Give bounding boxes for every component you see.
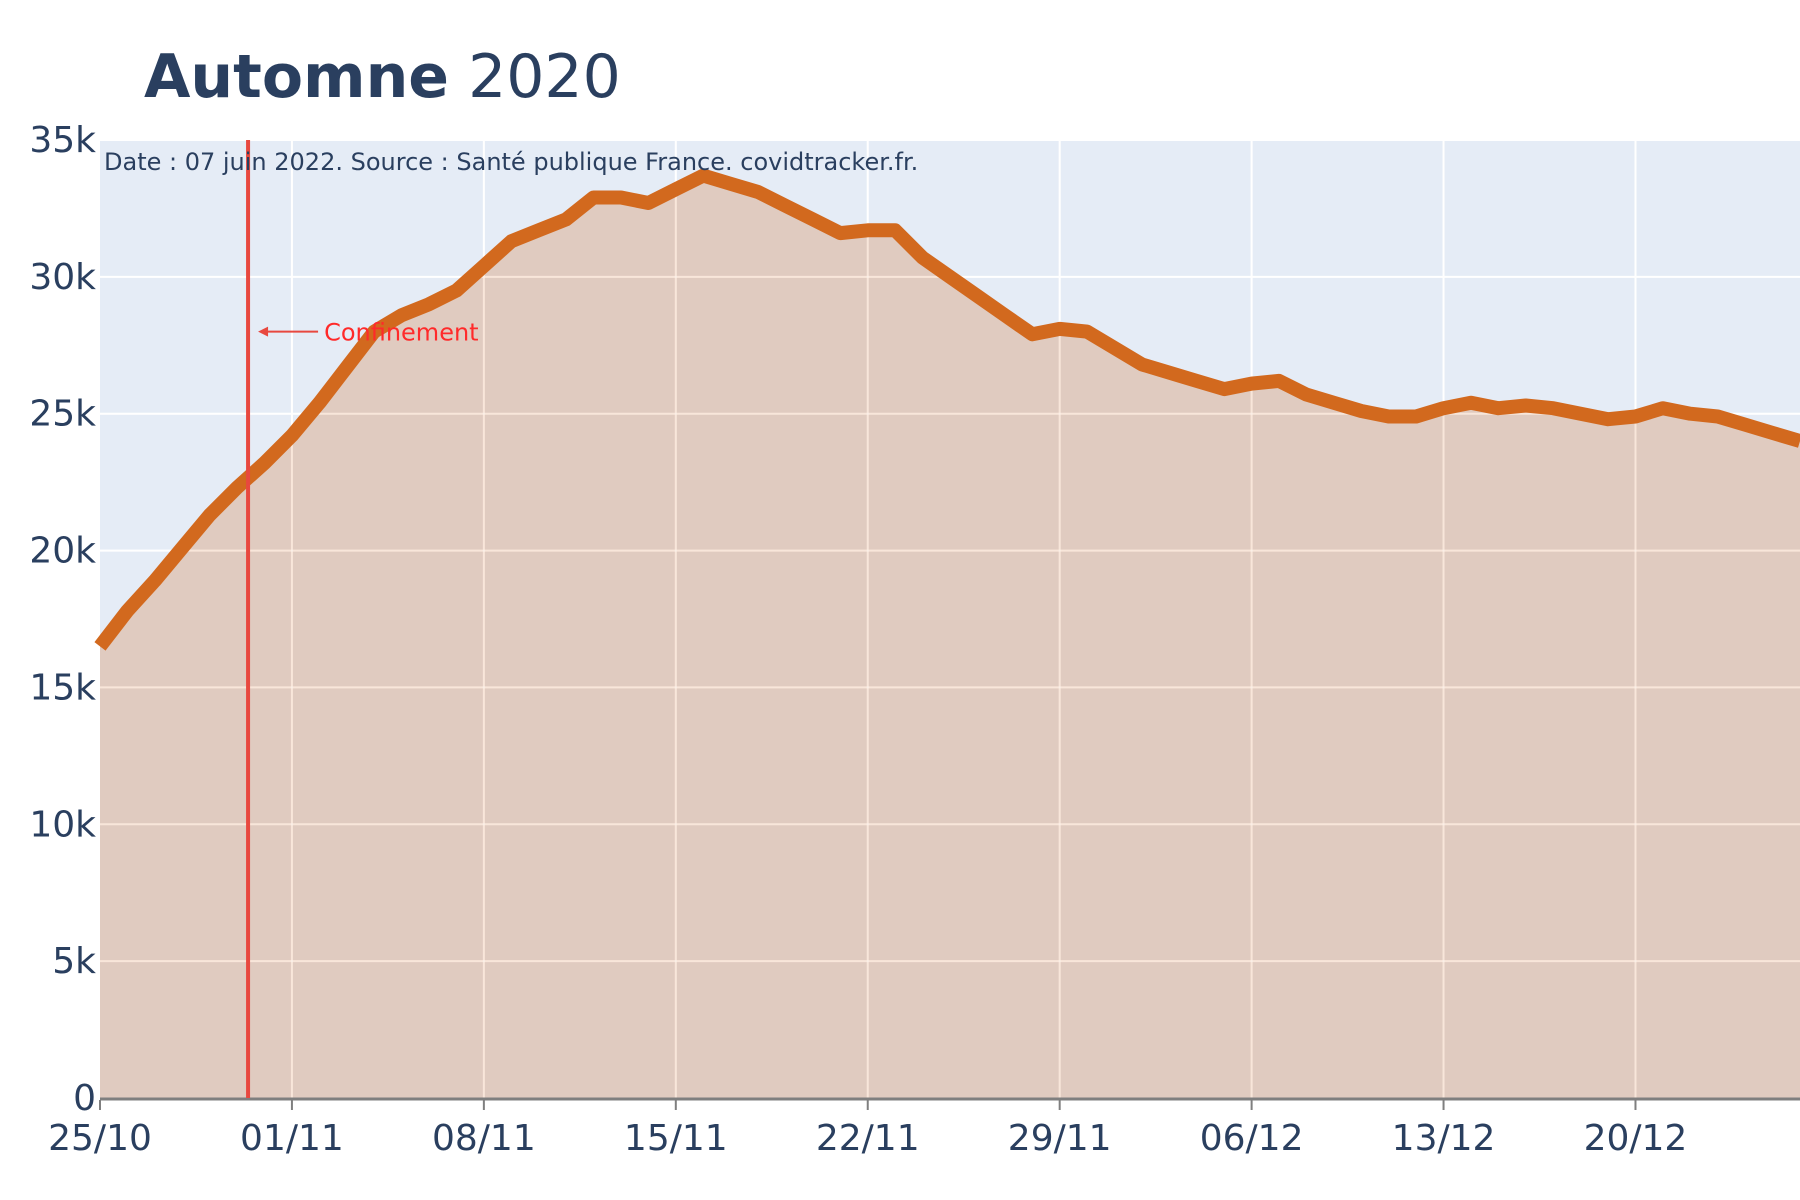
plot-background — [100, 140, 1800, 1098]
x-tick-label: 29/11 — [1008, 1118, 1112, 1159]
x-tick-label: 25/10 — [48, 1118, 152, 1159]
y-tick-label: 5k — [52, 941, 96, 982]
y-tick-label: 30k — [29, 257, 96, 298]
chart-title: Automne 2020 — [144, 42, 621, 112]
area-fill — [100, 175, 1800, 1099]
y-tick-label: 0 — [73, 1078, 96, 1119]
confinement-arrowhead — [258, 326, 269, 337]
x-tick-label: 08/11 — [432, 1118, 536, 1159]
x-tick-label: 22/11 — [816, 1118, 920, 1159]
x-tick-label: 06/12 — [1200, 1118, 1304, 1159]
confinement-label: Confinement — [324, 319, 479, 347]
y-ticks: 0 5k 10k 15k 20k 25k 30k 35k — [29, 120, 96, 1119]
grid-layer — [100, 139, 1800, 1098]
y-tick-label: 25k — [29, 394, 96, 435]
y-tick-label: 35k — [29, 120, 96, 161]
grid-overlay — [100, 139, 1800, 1098]
chart-title-year: 2020 — [468, 42, 621, 112]
x-tick-label: 13/12 — [1392, 1118, 1496, 1159]
y-tick-label: 10k — [29, 804, 96, 845]
y-tick-label: 15k — [29, 667, 96, 708]
source-annotation: Date : 07 juin 2022. Source : Santé publ… — [104, 148, 918, 176]
x-ticks: 25/10 01/11 08/11 15/11 22/11 29/11 06/12 13/12… — [48, 1100, 1687, 1159]
series-line — [94, 168, 1800, 651]
x-tick-label: 01/11 — [240, 1118, 344, 1159]
chart-title-bold: Automne — [144, 42, 449, 112]
x-tick-label: 20/12 — [1584, 1118, 1688, 1159]
y-tick-label: 20k — [29, 531, 96, 572]
x-tick-label: 15/11 — [624, 1118, 728, 1159]
